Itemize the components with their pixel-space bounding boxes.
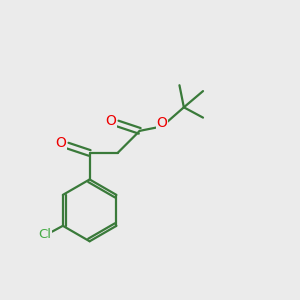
Text: O: O [106, 114, 117, 128]
Text: O: O [56, 136, 67, 150]
Text: O: O [156, 116, 167, 130]
Text: Cl: Cl [39, 228, 52, 241]
